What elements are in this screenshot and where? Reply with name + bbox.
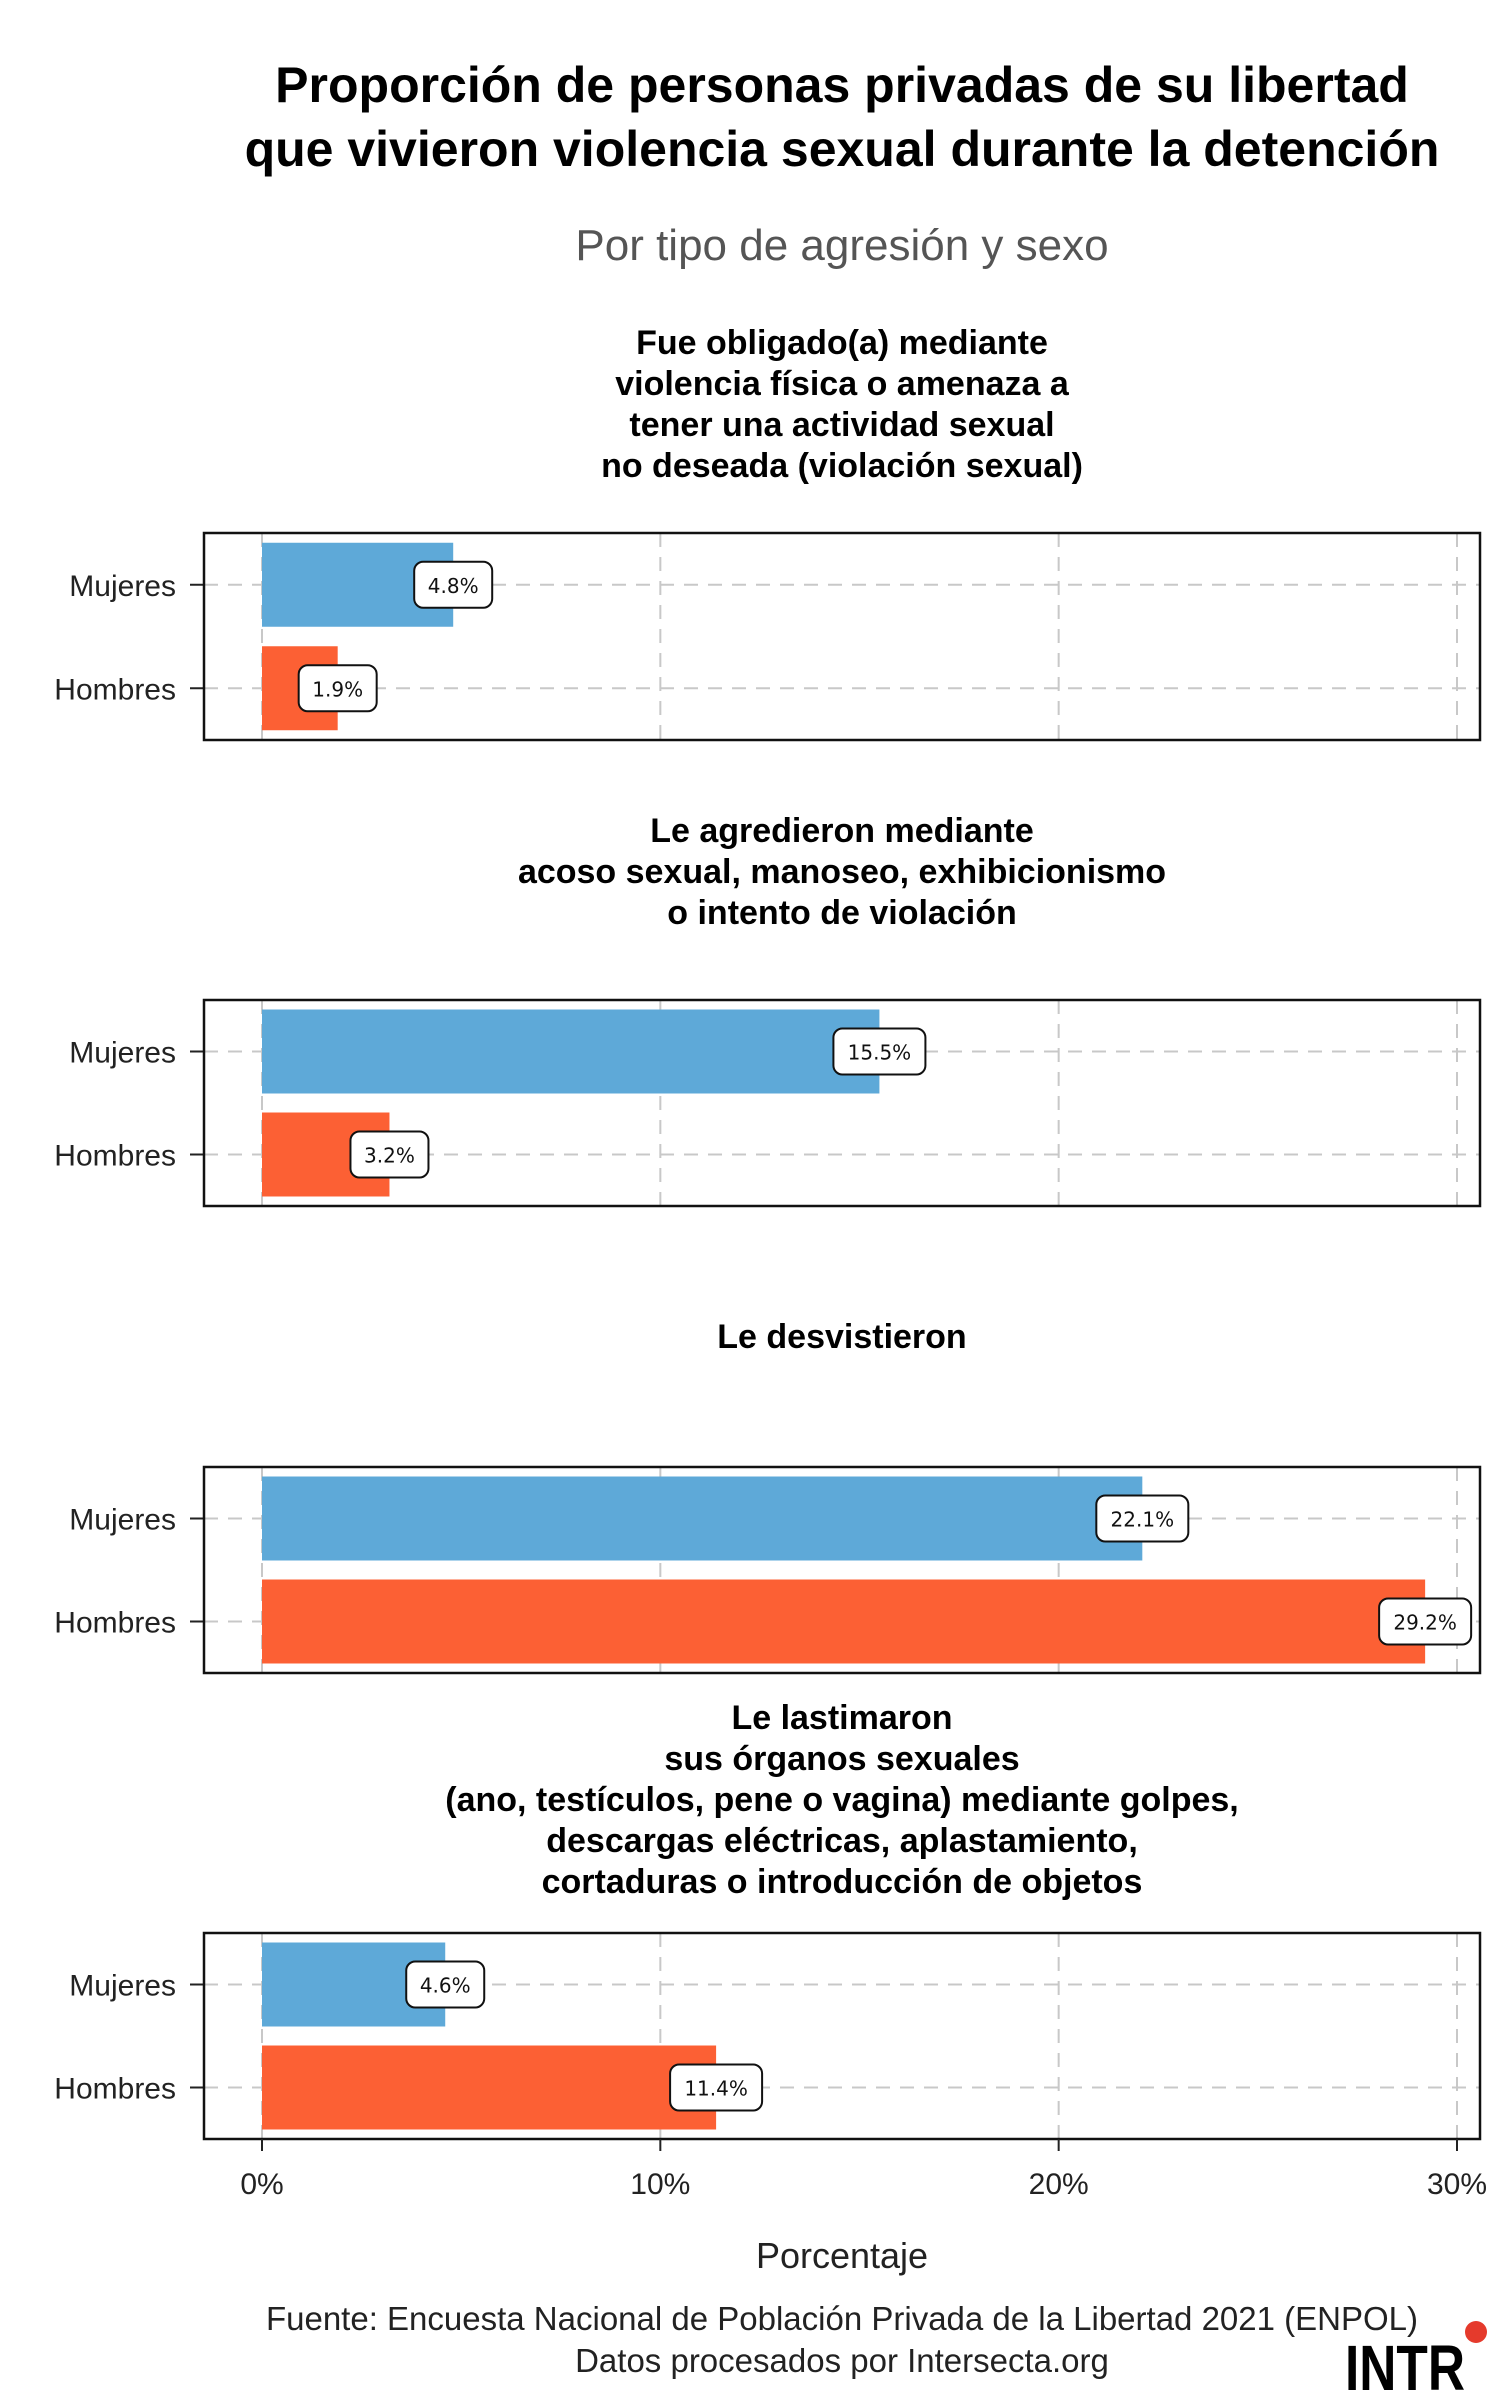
data-label: 4.8%	[428, 574, 479, 598]
data-label: 1.9%	[312, 677, 363, 701]
panel-frame	[202, 531, 1482, 742]
category-label: Mujeres	[69, 1970, 176, 2003]
panel-title-line: Le desvistieron	[717, 1318, 966, 1356]
data-label-box	[832, 1027, 927, 1076]
category-label: Mujeres	[69, 1504, 176, 1537]
chart-title-line: que vivieron violencia sexual durante la…	[245, 121, 1440, 177]
panel-title-line: Le lastimaron	[731, 1699, 952, 1737]
data-label-box	[669, 2063, 764, 2112]
chart-subtitle: Por tipo de agresión y sexo	[575, 221, 1108, 270]
category-label: Mujeres	[69, 570, 176, 603]
panel-title-line: violencia física o amenaza a	[615, 365, 1070, 403]
data-label: 29.2%	[1393, 1611, 1457, 1635]
panel-title-line: Fue obligado(a) mediante	[636, 324, 1048, 362]
panel-title-line: cortaduras o introducción de objetos	[542, 1863, 1143, 1901]
category-label: Hombres	[54, 673, 176, 706]
logo-dot-icon	[1465, 2321, 1487, 2343]
panel-title-line: Le agredieron mediante	[650, 812, 1034, 850]
panel-title-line: o intento de violación	[667, 894, 1016, 932]
source-note-line: Datos procesados por Intersecta.org	[575, 2342, 1109, 2379]
intersecta-logo: INTR	[1345, 2332, 1465, 2400]
bar-mujeres	[262, 1009, 880, 1094]
data-label-box	[1095, 1494, 1190, 1543]
panel-frame	[202, 1931, 1482, 2141]
data-label: 22.1%	[1111, 1508, 1175, 1532]
category-label: Hombres	[54, 2073, 176, 2106]
data-label-box	[405, 1960, 486, 2009]
panel-title-line: acoso sexual, manoseo, exhibicionismo	[518, 853, 1166, 891]
x-tick-label: 20%	[1029, 2168, 1089, 2201]
x-axis-label: Porcentaje	[756, 2235, 928, 2276]
chart-title-line: Proporción de personas privadas de su li…	[275, 57, 1409, 113]
panel-title-line: tener una actividad sexual	[629, 406, 1054, 444]
data-label-box	[297, 664, 378, 713]
panel-title-line: (ano, testículos, pene o vagina) mediant…	[445, 1781, 1239, 1819]
x-tick-label: 10%	[630, 2168, 690, 2201]
data-label: 15.5%	[848, 1041, 912, 1065]
x-tick-label: 0%	[240, 2168, 283, 2201]
panel-title-line: descargas eléctricas, aplastamiento,	[546, 1822, 1138, 1860]
bar-hombres	[262, 1579, 1426, 1664]
panel-frame	[202, 998, 1482, 1208]
panel-title-line: no deseada (violación sexual)	[601, 447, 1083, 485]
source-note-line: Fuente: Encuesta Nacional de Población P…	[266, 2300, 1418, 2337]
data-label-box	[349, 1130, 430, 1179]
panel-frame	[202, 1465, 1482, 1675]
category-label: Hombres	[54, 1140, 176, 1173]
data-label: 11.4%	[684, 2077, 748, 2101]
bar-hombres	[262, 2045, 717, 2130]
x-tick-label: 30%	[1427, 2168, 1487, 2201]
panel-title-line: sus órganos sexuales	[664, 1740, 1019, 1778]
data-label-box	[413, 560, 494, 609]
category-label: Mujeres	[69, 1037, 176, 1070]
data-label-box	[1378, 1597, 1473, 1646]
bar-mujeres	[262, 1476, 1143, 1561]
category-label: Hombres	[54, 1607, 176, 1640]
data-label: 3.2%	[364, 1144, 415, 1168]
data-label: 4.6%	[420, 1974, 471, 1998]
